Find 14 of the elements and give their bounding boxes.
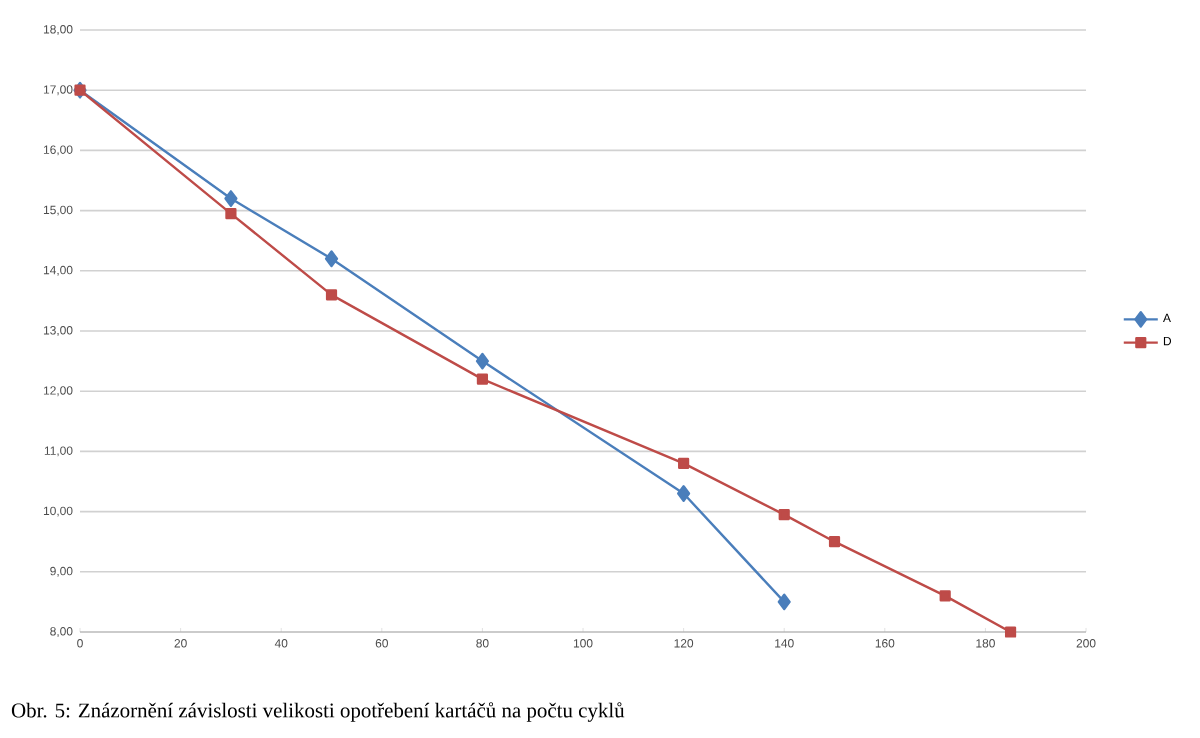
point: [224, 190, 238, 207]
point: [777, 593, 791, 611]
point: [828, 536, 841, 548]
point: [778, 509, 790, 521]
point: [324, 250, 339, 268]
point: [225, 208, 237, 220]
text: Obr. 5: Znázornění závislosti velikosti opotřebení kartáčů na počtu cyklů: [11, 702, 625, 722]
point: [677, 485, 691, 502]
point: [475, 352, 490, 370]
point: [476, 373, 489, 385]
point: [939, 590, 951, 602]
point: [325, 289, 338, 301]
point: [678, 457, 690, 470]
point: [1004, 626, 1017, 638]
